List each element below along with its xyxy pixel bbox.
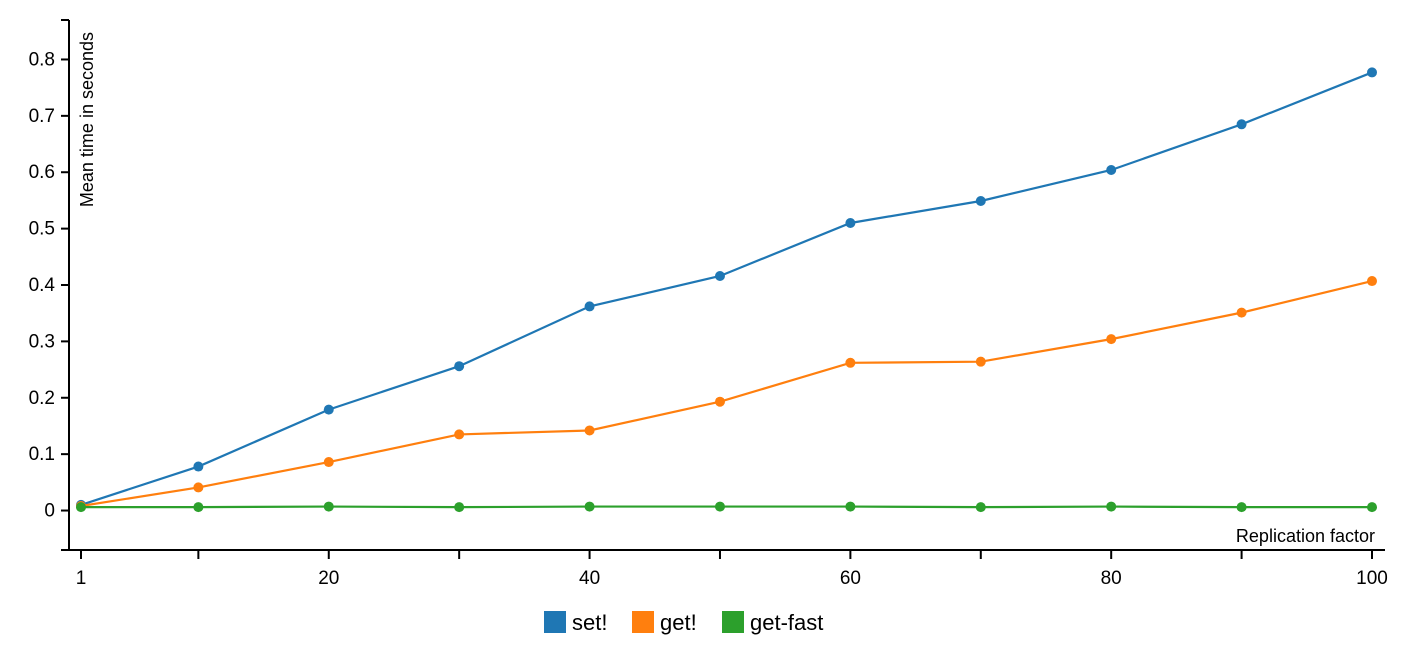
series-line-get-fast — [81, 505, 1372, 509]
y-tick-label: 0.3 — [29, 331, 55, 352]
data-point-get-fast — [1106, 501, 1117, 512]
x-tick-label: 100 — [1356, 568, 1388, 589]
data-point-get-fast — [323, 501, 334, 512]
legend-item-set: set! — [544, 610, 607, 635]
data-point-set — [1106, 164, 1117, 175]
data-point-get-fast — [584, 501, 595, 512]
data-point-get — [845, 357, 856, 368]
y-tick-label: 0.7 — [29, 106, 55, 127]
x-ticks: 1 20 40 60 80 100 — [76, 550, 1388, 589]
series-line-get — [80, 279, 1373, 508]
series-group — [76, 67, 1377, 513]
data-point-get — [714, 396, 725, 407]
legend-label: get-fast — [750, 610, 823, 635]
y-axis: 0 0.1 0.2 0.3 0.4 0.5 0.6 0.7 0.8 — [29, 19, 70, 551]
data-point-set — [714, 270, 725, 281]
x-tick-label: 60 — [840, 568, 861, 589]
legend-swatch — [722, 611, 744, 633]
legend: set! get! get-fast — [544, 610, 823, 635]
data-point-get-fast — [975, 502, 986, 513]
data-point-get — [1367, 276, 1377, 287]
data-point-set — [1236, 119, 1247, 130]
y-tick-label: 0.4 — [29, 275, 56, 296]
data-point-get-fast — [76, 502, 86, 513]
y-tick-label: 0.8 — [29, 49, 55, 70]
legend-label: get! — [660, 610, 697, 635]
legend-swatch — [632, 611, 654, 633]
legend-swatch — [544, 611, 566, 633]
data-point-set — [845, 217, 856, 228]
data-point-get-fast — [714, 501, 725, 512]
data-point-get — [975, 356, 986, 367]
data-point-get-fast — [845, 501, 856, 512]
data-point-get-fast — [1367, 502, 1377, 513]
data-point-get — [193, 482, 204, 493]
x-axis-label: Replication factor — [1236, 526, 1375, 546]
y-tick-label: 0.1 — [29, 444, 55, 465]
data-point-set — [454, 361, 465, 372]
y-tick-label: 0.2 — [29, 388, 55, 409]
data-point-set — [975, 195, 986, 206]
data-point-get — [1236, 307, 1247, 318]
data-point-get — [454, 429, 465, 440]
x-tick-label: 20 — [318, 568, 339, 589]
series-get — [76, 276, 1377, 512]
data-point-set — [584, 301, 595, 312]
data-point-set — [1367, 67, 1377, 78]
y-tick-label: 0.5 — [29, 219, 55, 240]
data-point-get — [323, 457, 334, 468]
legend-item-get-fast: get-fast — [722, 610, 823, 635]
y-ticks: 0 0.1 0.2 0.3 0.4 0.5 0.6 0.7 0.8 — [29, 19, 69, 551]
x-axis: 1 20 40 60 80 100 — [69, 549, 1388, 589]
y-tick-label: 0 — [44, 501, 55, 522]
x-tick-label: 40 — [579, 568, 600, 589]
y-tick-label: 0.6 — [29, 162, 55, 183]
legend-label: set! — [572, 610, 607, 635]
series-set — [76, 67, 1377, 510]
data-point-get-fast — [193, 502, 204, 513]
x-tick-label: 80 — [1101, 568, 1122, 589]
data-point-set — [193, 461, 204, 472]
series-get-fast — [76, 501, 1377, 513]
data-point-get-fast — [454, 502, 465, 513]
legend-item-get: get! — [632, 610, 697, 635]
data-point-get — [1106, 334, 1117, 345]
series-line-set — [80, 71, 1373, 506]
y-axis-label: Mean time in seconds — [77, 32, 97, 207]
data-point-get-fast — [1236, 502, 1247, 513]
data-point-set — [323, 404, 334, 415]
data-point-get — [584, 425, 595, 436]
x-tick-label: 1 — [76, 568, 87, 589]
